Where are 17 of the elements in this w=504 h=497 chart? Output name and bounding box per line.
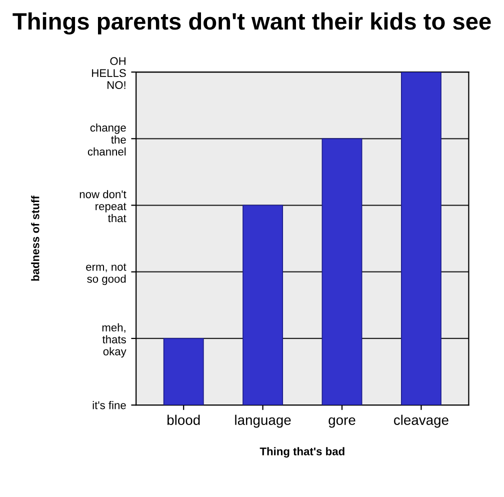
bar (400, 72, 442, 406)
x-axis-title: Thing that's bad (260, 447, 344, 458)
text: now don't repeat that (80, 190, 126, 222)
text: change the channel (88, 123, 126, 156)
text: OH HELLS NO! (92, 57, 126, 89)
bar (322, 138, 362, 406)
bar (242, 204, 284, 406)
text: it's fine (92, 401, 126, 410)
x-tick-label: language (235, 414, 291, 428)
chart-title: Things parents don't want their kids to see (12, 12, 491, 35)
x-tick-label: cleavage (394, 414, 448, 428)
x-tick-label: blood (168, 414, 200, 425)
x-tick-label: gore (328, 417, 356, 428)
text: erm, not so good (86, 264, 126, 285)
bar (163, 338, 204, 406)
text: meh, thats okay (102, 323, 126, 358)
text: badness of stuff (31, 196, 40, 281)
